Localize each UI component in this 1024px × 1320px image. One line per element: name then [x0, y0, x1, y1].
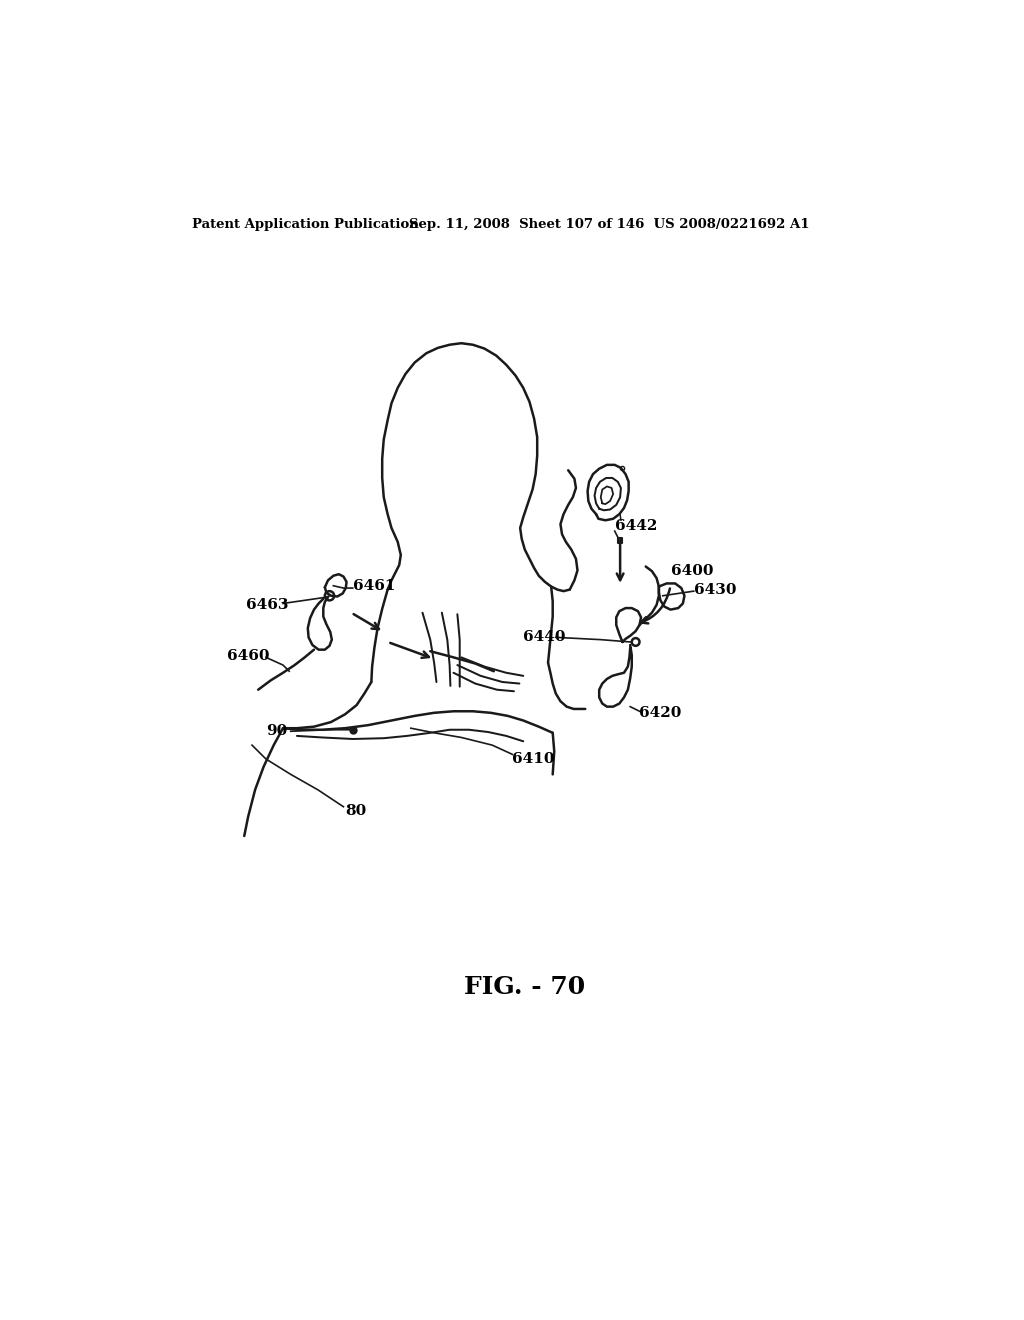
Text: 80: 80	[345, 804, 367, 818]
Text: Patent Application Publication: Patent Application Publication	[191, 218, 418, 231]
Text: 6410: 6410	[512, 752, 554, 766]
Text: 6440: 6440	[523, 631, 565, 644]
Text: 6442: 6442	[614, 520, 657, 533]
Text: 6430: 6430	[693, 582, 736, 597]
Text: 6460: 6460	[227, 649, 269, 663]
Text: 6400: 6400	[671, 564, 713, 578]
Text: FIG. - 70: FIG. - 70	[464, 974, 586, 999]
Text: 6463: 6463	[246, 598, 289, 612]
Text: 6461: 6461	[352, 578, 395, 593]
Text: 6420: 6420	[640, 706, 682, 719]
Text: Sep. 11, 2008  Sheet 107 of 146  US 2008/0221692 A1: Sep. 11, 2008 Sheet 107 of 146 US 2008/0…	[409, 218, 809, 231]
Text: 90: 90	[266, 725, 287, 738]
